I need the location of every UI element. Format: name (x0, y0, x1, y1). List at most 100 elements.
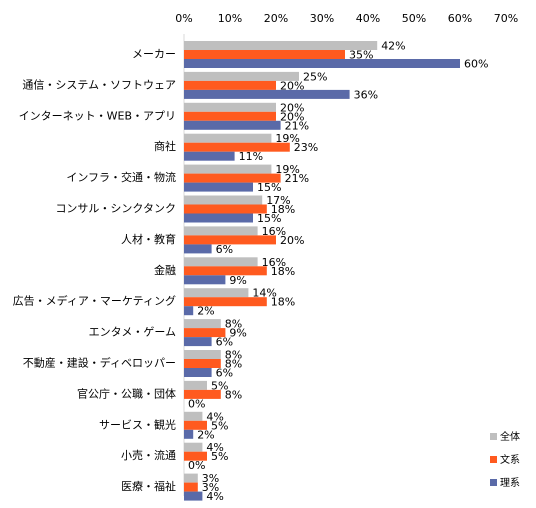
category-label: エンタメ・ゲーム (89, 326, 176, 339)
data-label: 9% (229, 327, 246, 340)
category-label: インフラ・交通・物流 (66, 170, 176, 184)
bar-全体 (184, 350, 221, 359)
category-label: 通信・システム・ソフトウェア (22, 78, 176, 91)
bar-文系 (184, 420, 207, 430)
x-tick-label: 30% (310, 12, 334, 25)
x-tick-label: 50% (402, 12, 426, 25)
bar-理系 (184, 306, 194, 316)
category-label: インターネット・WEB・アプリ (19, 109, 176, 122)
bar-全体 (184, 442, 203, 452)
data-label: 36% (354, 88, 378, 101)
bar-文系 (184, 50, 345, 59)
data-label: 4% (206, 441, 223, 454)
bar-全体 (184, 473, 198, 483)
data-label: 18% (271, 203, 295, 216)
bar-理系 (184, 244, 212, 254)
bar-理系 (184, 491, 203, 501)
x-tick-label: 60% (448, 12, 472, 25)
category-label: 官公庁・公職・団体 (77, 386, 176, 400)
x-tick-label: 70% (494, 12, 518, 25)
bar-全体 (184, 226, 258, 236)
category-label: 金融 (154, 263, 176, 277)
data-label: 25% (303, 70, 327, 83)
data-label: 15% (257, 181, 281, 194)
bar-理系 (184, 59, 460, 68)
category-label: 小売・流通 (121, 448, 176, 462)
data-label: 19% (275, 163, 299, 176)
bar-全体 (184, 411, 203, 421)
bar-全体 (184, 41, 378, 50)
data-label: 9% (229, 274, 246, 287)
data-label: 20% (280, 110, 304, 123)
category-label: 商社 (154, 139, 176, 153)
bar-文系 (184, 80, 276, 90)
x-axis-ticks: 0% 10% 20% 30% 40% 50% 60% 70% (175, 12, 518, 25)
data-label: 5% (211, 419, 228, 432)
bar-理系 (184, 182, 253, 192)
data-label: 14% (252, 287, 276, 300)
x-tick-label: 10% (218, 12, 242, 25)
data-label: 11% (239, 150, 263, 163)
bar-全体 (184, 133, 272, 143)
data-label: 20% (280, 79, 304, 92)
legend-swatch (490, 433, 497, 440)
data-label: 0% (188, 459, 205, 472)
data-label: 5% (211, 450, 228, 463)
bar-文系 (184, 173, 281, 183)
data-label: 3% (202, 481, 219, 494)
bar-文系 (184, 328, 226, 338)
data-label: 18% (271, 265, 295, 278)
data-label: 16% (262, 256, 286, 269)
data-labels: 42%35%60%25%20%36%20%20%21%19%23%11%19%2… (188, 40, 488, 504)
category-label: メーカー (132, 48, 176, 61)
bar-文系 (184, 359, 221, 368)
category-label: サービス・観光 (99, 417, 176, 431)
data-label: 6% (216, 336, 233, 349)
category-label: 医療・福祉 (121, 479, 176, 493)
bar-文系 (184, 482, 198, 492)
bar-全体 (184, 288, 249, 298)
data-label: 5% (211, 379, 228, 392)
bar-文系 (184, 204, 267, 214)
data-label: 20% (280, 234, 304, 247)
data-label: 4% (206, 490, 223, 503)
bar-理系 (184, 368, 212, 377)
bar-全体 (184, 164, 272, 174)
data-label: 16% (262, 225, 286, 238)
bars (184, 41, 460, 501)
data-label: 8% (225, 349, 242, 362)
bar-理系 (184, 429, 194, 439)
legend-swatch (490, 456, 497, 463)
data-label: 2% (197, 305, 214, 318)
data-label: 23% (294, 141, 318, 154)
bar-全体 (184, 257, 258, 267)
data-label: 21% (285, 172, 309, 185)
bar-文系 (184, 451, 207, 461)
data-label: 8% (225, 388, 242, 401)
bar-文系 (184, 266, 267, 276)
data-label: 15% (257, 212, 281, 225)
bar-全体 (184, 71, 299, 81)
data-label: 3% (202, 472, 219, 485)
legend-swatch (490, 479, 497, 486)
bar-全体 (184, 195, 263, 205)
data-label: 35% (349, 49, 373, 62)
data-label: 19% (275, 132, 299, 145)
bar-理系 (184, 337, 212, 347)
data-label: 6% (216, 367, 233, 380)
x-tick-label: 0% (175, 12, 192, 25)
bar-全体 (184, 319, 221, 329)
x-tick-label: 20% (264, 12, 288, 25)
bar-理系 (184, 151, 235, 161)
bar-文系 (184, 142, 290, 152)
bar-全体 (184, 102, 276, 112)
legend-label: 全体 (500, 430, 520, 443)
data-label: 8% (225, 318, 242, 331)
data-label: 18% (271, 296, 295, 309)
data-label: 17% (266, 194, 290, 207)
category-labels: メーカー通信・システム・ソフトウェアインターネット・WEB・アプリ商社インフラ・… (13, 48, 176, 494)
x-tick-label: 40% (356, 12, 380, 25)
category-label: 不動産・建設・ディベロッパー (23, 356, 176, 370)
